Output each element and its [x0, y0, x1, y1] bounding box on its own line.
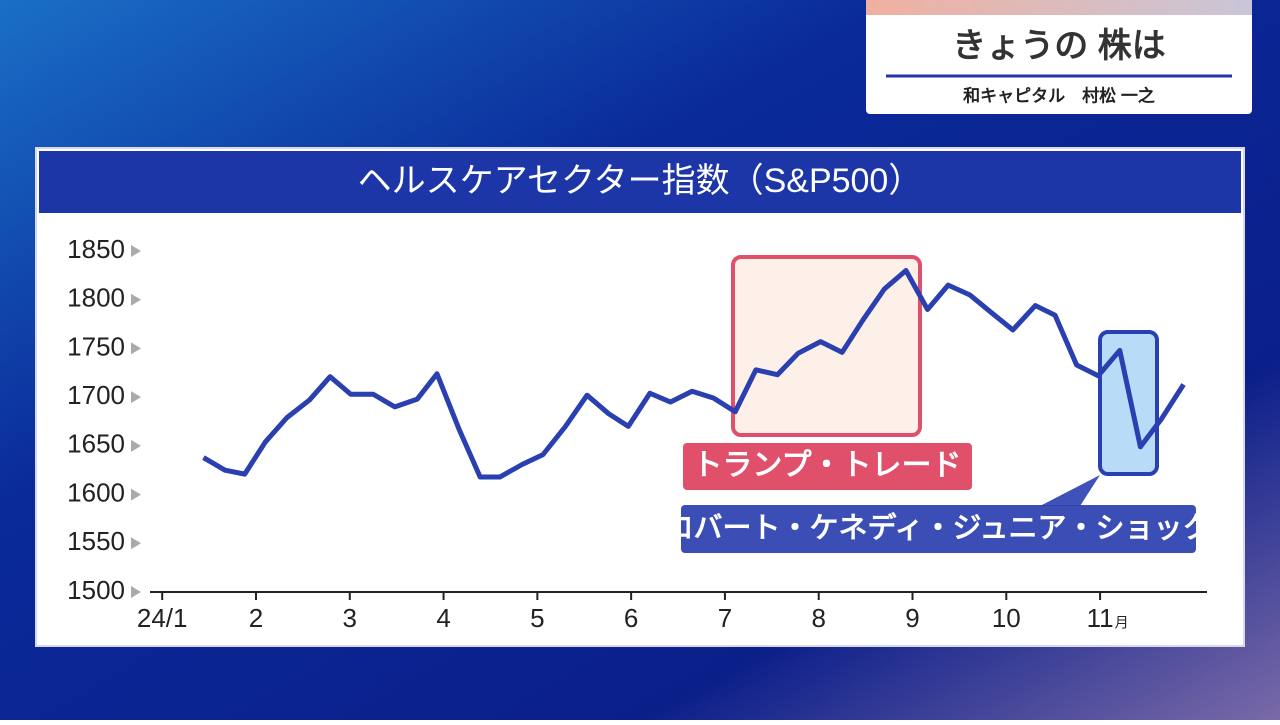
y-tick-mark	[131, 488, 141, 501]
header-title: きょうの 株は	[952, 27, 1165, 65]
y-tick-label: 1650	[67, 429, 125, 459]
x-tick-label: 6	[624, 603, 638, 633]
x-tick-label: 5	[530, 603, 544, 633]
x-tick-label: 8	[811, 603, 825, 633]
y-tick-label: 1800	[67, 283, 125, 313]
header-card	[866, 0, 1252, 114]
x-tick-label: 3	[343, 603, 357, 633]
x-tick-label: 9	[905, 603, 919, 633]
y-tick-label: 1550	[67, 526, 125, 556]
y-tick-label: 1850	[67, 234, 125, 264]
header-guest: 和キャピタル 村松 一之	[963, 85, 1155, 105]
y-tick-mark	[131, 342, 141, 355]
annotation-box	[683, 443, 972, 490]
y-tick-mark	[131, 245, 141, 257]
y-tick-mark	[131, 439, 141, 452]
x-tick-label: 7	[718, 603, 732, 633]
data-line	[202, 267, 1186, 480]
y-tick-label: 1750	[67, 331, 125, 361]
chart-title-bar	[39, 151, 1241, 213]
x-tick-label: 2	[249, 603, 263, 633]
x-tick-label: 24/1	[137, 603, 188, 633]
annotation-box	[681, 505, 1196, 553]
callout-pointer	[1040, 475, 1100, 506]
annotation: トランプ・トレード	[692, 449, 961, 482]
y-tick-mark	[131, 586, 141, 598]
y-tick-mark	[131, 293, 141, 306]
x-tick-label: 10	[992, 603, 1021, 633]
y-tick-label: 1700	[67, 380, 125, 410]
y-tick-mark	[131, 391, 141, 404]
chart-panel	[35, 147, 1245, 647]
y-tick-label: 1600	[67, 477, 125, 507]
x-tick-label: 4	[436, 603, 450, 633]
annotation: ロバート・ケネディ・ジュニア・ショック	[665, 511, 1212, 545]
x-tick-unit: 月	[1115, 615, 1129, 631]
header-strip	[866, 0, 1252, 15]
chart-title: ヘルスケアセクター指数（S&P500）	[358, 162, 923, 200]
x-tick-label: 11	[1087, 603, 1114, 633]
y-tick-mark	[131, 537, 141, 550]
y-tick-label: 1500	[67, 575, 125, 605]
